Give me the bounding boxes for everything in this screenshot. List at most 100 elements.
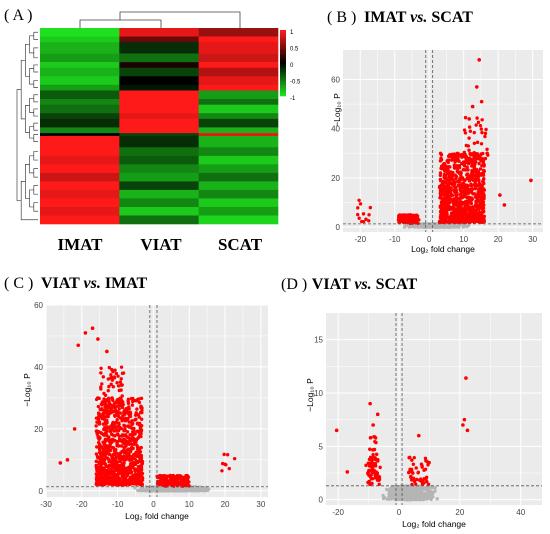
- color-key-swatch: [280, 54, 286, 57]
- sig-point: [467, 117, 472, 121]
- dendrogram-branch: [33, 108, 38, 117]
- heatmap-cell: [198, 155, 279, 165]
- sig-point: [334, 428, 339, 433]
- sig-point: [423, 467, 428, 471]
- sig-point: [102, 427, 106, 432]
- sig-point: [106, 436, 110, 441]
- color-key-swatch: [280, 59, 286, 62]
- sig-point: [99, 366, 103, 371]
- sig-point: [443, 174, 447, 178]
- sig-point: [480, 216, 485, 221]
- panel-title: IMAT vs. SCAT: [364, 9, 473, 26]
- sig-point: [97, 412, 101, 416]
- ns-point: [396, 496, 401, 501]
- sig-point: [446, 158, 451, 162]
- ns-point: [435, 497, 439, 501]
- sig-point: [103, 402, 107, 407]
- sig-point: [97, 420, 102, 424]
- ns-point: [396, 492, 400, 496]
- y-tick-label: 60: [34, 301, 43, 310]
- sig-point: [126, 457, 130, 461]
- sig-point: [367, 219, 371, 223]
- sig-point: [450, 198, 454, 202]
- heatmap-cell: [198, 99, 279, 105]
- sig-point: [438, 171, 443, 175]
- panel-label: ( B ): [327, 9, 356, 26]
- ns-point: [384, 487, 389, 492]
- dendrogram-branch: [25, 163, 30, 199]
- sig-point: [484, 127, 488, 132]
- sig-point: [124, 480, 129, 484]
- sig-point: [122, 445, 127, 450]
- sig-point: [406, 214, 411, 218]
- heatmap-cell: [40, 42, 120, 54]
- panel-d-volcano-viat-vs-scat: (D ) VIAT vs. SCAT -20 0 20 40 0 5 10 15 Log₂ fold…: [281, 276, 542, 529]
- sig-point: [186, 482, 190, 487]
- sig-point: [97, 437, 101, 441]
- sig-point: [477, 207, 481, 211]
- sig-point: [108, 470, 112, 475]
- x-tick-label: -10: [112, 500, 124, 509]
- sig-point: [133, 432, 137, 436]
- sig-point: [114, 455, 119, 459]
- sig-point: [415, 477, 419, 482]
- x-tick-label: -20: [76, 500, 88, 509]
- sig-point: [106, 465, 111, 470]
- sig-point: [450, 175, 454, 180]
- heatmap-cell: [40, 206, 120, 216]
- heatmap-cell: [119, 99, 199, 105]
- dendrogram-branch: [29, 35, 34, 54]
- sig-point: [450, 217, 455, 221]
- heatmap-cell: [198, 206, 279, 216]
- heatmap-cell: [198, 133, 279, 137]
- sig-point: [474, 208, 478, 212]
- sig-point: [125, 430, 130, 434]
- color-key-swatch: [280, 56, 286, 59]
- sig-point: [483, 156, 488, 161]
- sig-point: [477, 174, 481, 178]
- sig-point: [461, 213, 466, 217]
- sig-point: [472, 141, 477, 146]
- sig-point: [472, 165, 476, 170]
- sig-point: [373, 461, 378, 466]
- dendrogram-branch: [33, 80, 38, 89]
- sig-point: [97, 440, 101, 445]
- color-key-swatch: [280, 71, 286, 74]
- heatmap-cell: [198, 164, 279, 174]
- sig-point: [101, 422, 105, 426]
- sig-point: [94, 463, 98, 468]
- sig-point: [416, 471, 420, 475]
- heatmap-cell: [198, 62, 279, 69]
- ns-point: [170, 488, 174, 493]
- sig-point: [118, 459, 122, 464]
- sig-point: [468, 129, 473, 133]
- sig-point: [480, 130, 484, 135]
- column-dendrogram: [79, 11, 241, 28]
- sig-point: [106, 425, 110, 429]
- sig-point: [477, 58, 482, 62]
- sig-point: [463, 152, 467, 157]
- sig-point: [128, 454, 133, 459]
- dendrogram-branch: [33, 134, 38, 142]
- heatmap-cell: [198, 135, 279, 148]
- sig-point: [105, 406, 109, 410]
- sig-point: [96, 417, 101, 421]
- sig-point: [439, 156, 443, 160]
- sig-point: [124, 454, 129, 459]
- sig-point: [359, 219, 364, 224]
- color-key-swatch: [280, 92, 286, 95]
- sig-point: [129, 439, 133, 443]
- panel-a-label: ( A ): [4, 7, 32, 24]
- sig-point: [107, 412, 111, 416]
- sig-point: [116, 384, 121, 388]
- sig-point: [131, 465, 135, 469]
- sig-point: [130, 403, 135, 407]
- sig-point: [452, 220, 456, 224]
- sig-point: [107, 384, 111, 389]
- sig-point: [103, 462, 108, 466]
- x-axis-label: Log₂ fold change: [125, 511, 189, 521]
- sig-point: [106, 473, 111, 478]
- sig-point: [131, 436, 136, 440]
- sig-point: [462, 417, 467, 422]
- sig-point: [111, 453, 115, 457]
